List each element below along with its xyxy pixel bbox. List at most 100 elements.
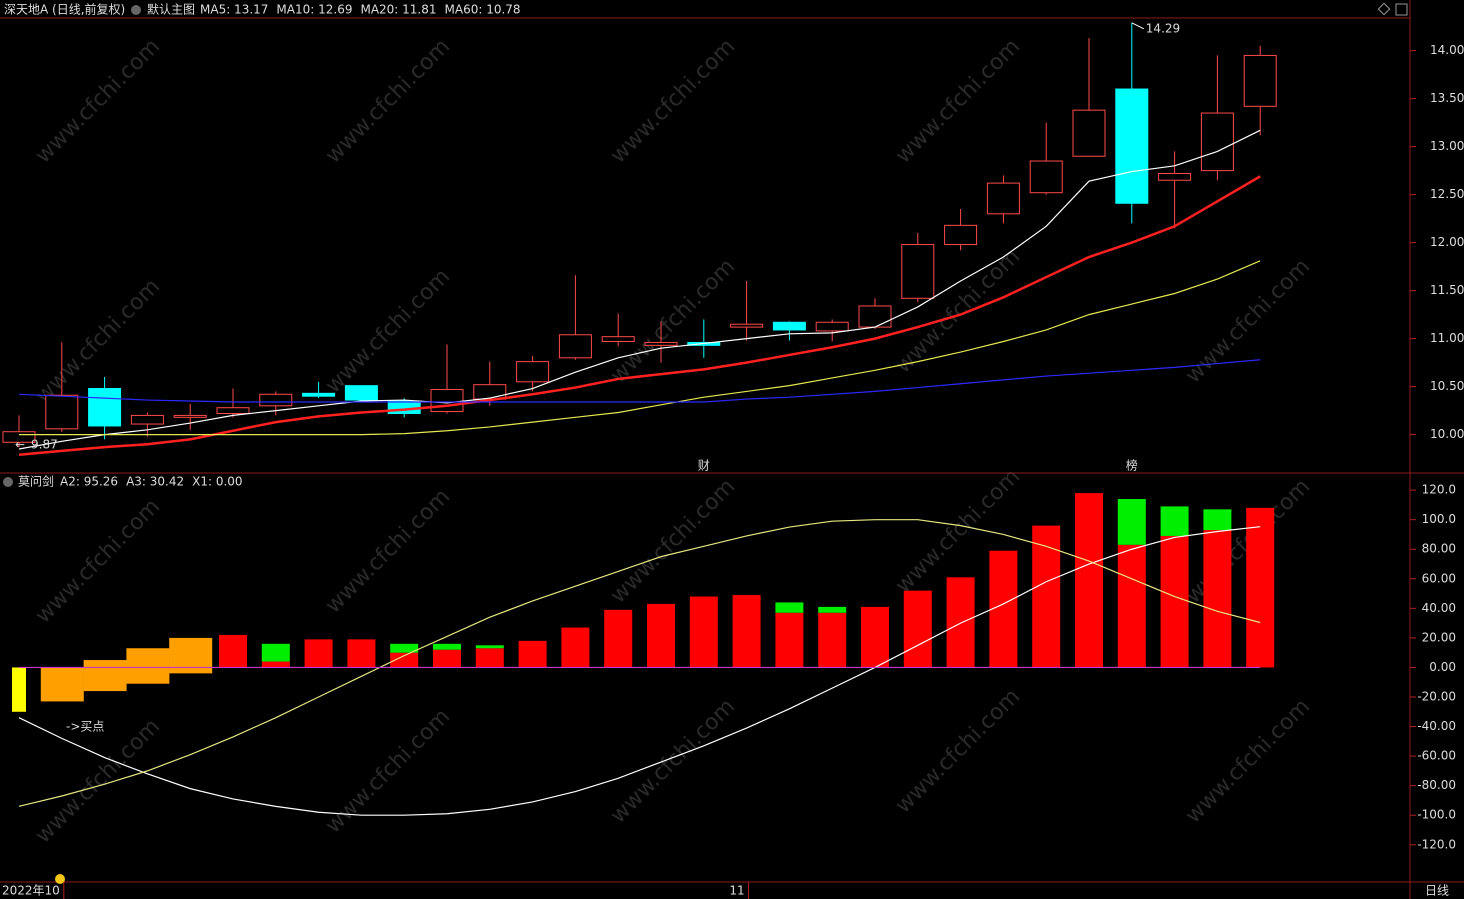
bar-segment [818, 606, 847, 613]
candle-body [430, 388, 464, 413]
y-tick-label: 11.00 [1430, 331, 1464, 345]
candle-body [944, 224, 978, 246]
y-tick-label: 12.50 [1430, 187, 1464, 201]
y-tick-label: 100.0 [1422, 512, 1456, 526]
candle-body [1243, 54, 1277, 107]
bar-segment [1160, 506, 1189, 536]
y-tick-label: 14.00 [1430, 43, 1464, 57]
line-series [18, 129, 1261, 450]
period-label[interactable]: 日线 [1425, 884, 1449, 898]
candle-body [858, 305, 892, 328]
main-icon[interactable] [131, 5, 141, 15]
bar [561, 627, 590, 668]
legend-entry: MA5: 13.17 [200, 3, 268, 17]
bar [989, 550, 1018, 668]
y-tick-label: -80.00 [1417, 778, 1456, 792]
bar [818, 612, 847, 668]
line-series [18, 359, 1261, 403]
bar-segment [1117, 499, 1146, 545]
y-tick-label: 13.00 [1430, 139, 1464, 153]
legend-entry: A2: 95.26 [60, 475, 118, 489]
bar [1160, 535, 1189, 668]
legend-entry: MA60: 10.78 [445, 3, 521, 17]
bar [219, 634, 247, 668]
candle-body [1115, 88, 1149, 204]
bar [12, 667, 26, 712]
y-tick-label: 10.00 [1430, 427, 1464, 441]
bar [946, 577, 975, 668]
bar [647, 603, 675, 668]
candle-body [1072, 109, 1106, 157]
bar-segment [433, 643, 461, 650]
candle-body [644, 341, 678, 346]
indicator-title: 莫问剑 [18, 474, 54, 489]
bar [1246, 507, 1275, 668]
bar [304, 639, 333, 668]
indicator-icon[interactable] [3, 477, 13, 487]
bar-segment [1203, 509, 1232, 531]
legend-entry: MA20: 11.81 [360, 3, 436, 17]
candle-body [1200, 112, 1234, 172]
min-arrow: ← [15, 438, 25, 452]
candle-body [901, 244, 935, 299]
y-tick-label: 10.50 [1430, 379, 1464, 393]
y-tick-label: -40.00 [1417, 719, 1456, 733]
line-series [19, 260, 1261, 436]
candle-body [1158, 173, 1192, 181]
candle-body [473, 384, 507, 400]
candle-body [2, 431, 36, 443]
min-label: 9.87 [31, 438, 58, 452]
candle-body [815, 321, 849, 332]
event-marker: 榜 [1126, 458, 1138, 473]
legend-entry: MA10: 12.69 [276, 3, 352, 17]
range-bar [83, 660, 127, 692]
y-tick-label: 12.00 [1430, 235, 1464, 249]
bar [1075, 493, 1103, 668]
legend-entry: A3: 30.42 [126, 475, 184, 489]
y-tick-label: 60.00 [1422, 571, 1456, 585]
window-icon[interactable] [1395, 3, 1408, 16]
emoji-icon [55, 874, 65, 884]
bar-segment [475, 645, 504, 649]
candle-body [516, 361, 550, 383]
range-bar [126, 648, 170, 684]
x-tick-label: 2022年10 [2, 884, 60, 898]
candle-body [45, 394, 79, 430]
bar [689, 596, 718, 668]
y-tick-label: 13.50 [1430, 91, 1464, 105]
y-tick-label: -20.00 [1417, 690, 1456, 704]
bar [1203, 530, 1232, 668]
y-tick-label: 0.00 [1429, 660, 1456, 674]
bar [518, 640, 547, 668]
stock-title: 深天地A (日线,前复权) [4, 2, 125, 17]
candle-body [259, 393, 293, 407]
candle-body [173, 414, 207, 418]
bar [775, 612, 804, 668]
bar [604, 609, 633, 668]
y-tick-label: 11.50 [1430, 283, 1464, 297]
candle-body [302, 392, 336, 397]
bar-segment [261, 643, 290, 662]
event-marker: 财 [698, 459, 710, 473]
line-series [18, 526, 1261, 816]
y-tick-label: 80.00 [1422, 542, 1456, 556]
bar [732, 595, 761, 668]
y-tick-label: -100.0 [1417, 808, 1456, 822]
candle-body [730, 323, 764, 328]
settings-icon[interactable] [1377, 2, 1391, 16]
candle-body [558, 334, 592, 359]
candle-body [601, 336, 635, 342]
bar [347, 639, 376, 668]
bar [861, 606, 889, 668]
max-pointer [1131, 22, 1145, 30]
bar [1117, 544, 1146, 668]
max-label: 14.29 [1146, 21, 1180, 35]
x-tick-label: 11 [729, 884, 744, 898]
y-tick-label: 20.00 [1422, 630, 1456, 644]
candle-body [1029, 160, 1063, 194]
bar [903, 590, 932, 668]
buy-point-label: ->买点 [66, 720, 104, 734]
bar [433, 649, 461, 668]
